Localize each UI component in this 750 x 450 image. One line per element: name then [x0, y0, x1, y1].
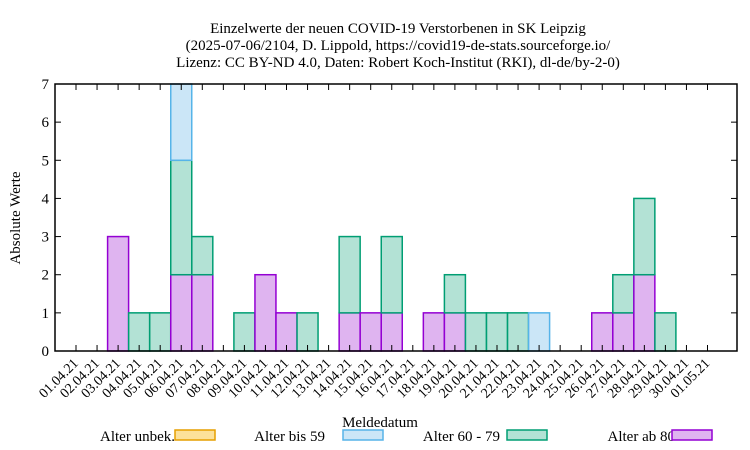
x-axis-label: Meldedatum	[342, 415, 418, 431]
legend-label: Alter ab 80	[608, 429, 675, 445]
plot-frame	[54, 83, 738, 352]
y-tick-label: 7	[42, 77, 50, 93]
legend-swatch	[506, 429, 548, 441]
bar-segment	[254, 273, 277, 352]
bar-segment	[443, 273, 467, 314]
bar-segment	[106, 235, 130, 352]
bar-segment	[191, 235, 214, 276]
bar-segment	[633, 273, 656, 352]
bar-segment	[612, 273, 635, 314]
chart-title-line-2: (2025-07-06/2104, D. Lippold, https://co…	[186, 38, 611, 54]
legend-swatch	[671, 429, 713, 441]
y-tick-label: 2	[42, 268, 50, 284]
legend-label: Alter bis 59	[254, 429, 325, 445]
legend-label: Alter 60 - 79	[423, 429, 500, 445]
chart-title-line-1: Einzelwerte der neuen COVID-19 Verstorbe…	[210, 21, 586, 37]
bar-segment	[380, 235, 403, 314]
y-tick-label: 3	[42, 230, 50, 246]
bar-segment	[170, 83, 193, 162]
legend-swatch	[342, 429, 384, 441]
y-tick-label: 6	[42, 115, 50, 131]
y-tick-label: 0	[42, 344, 50, 360]
y-tick-label: 4	[42, 191, 50, 207]
y-tick-label: 5	[42, 153, 50, 169]
bar-segment	[170, 159, 193, 276]
bar-segment	[191, 273, 214, 352]
y-tick-label: 1	[42, 306, 50, 322]
legend-label: Alter unbek.	[100, 429, 175, 445]
y-axis-label: Absolute Werte	[8, 171, 24, 264]
bar-segment	[338, 235, 361, 314]
bars-layer	[106, 83, 677, 352]
bar-segment	[170, 273, 193, 352]
legend: Alter unbek. Alter bis 59 Alter 60 - 79 Alt…	[100, 429, 713, 445]
legend-swatch	[174, 429, 216, 441]
bar-segment	[633, 197, 656, 276]
chart-title-line-3: Lizenz: CC BY-ND 4.0, Daten: Robert Koch…	[176, 55, 620, 71]
